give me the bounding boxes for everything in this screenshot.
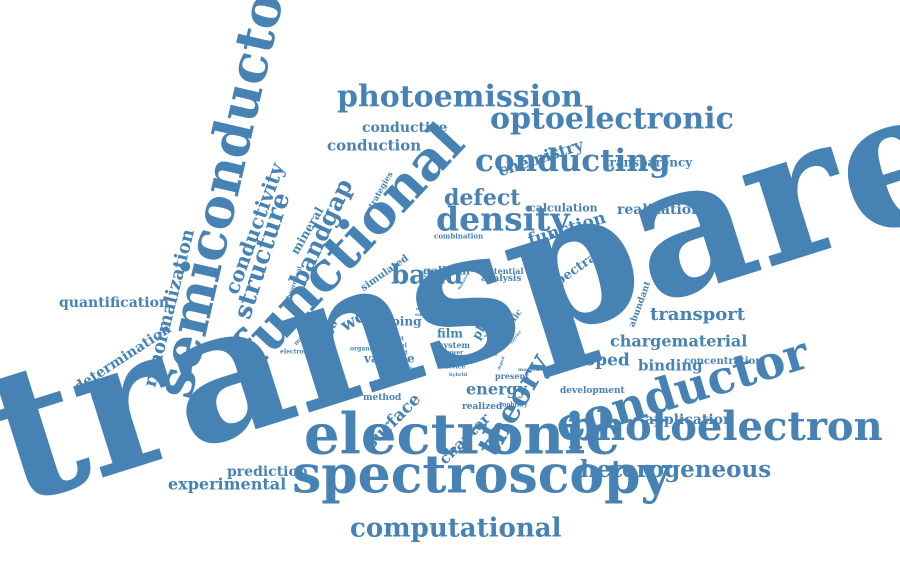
word-mobility: mobility — [500, 401, 528, 409]
word-energy: energy — [466, 379, 527, 399]
word-result: result — [388, 349, 408, 357]
word-electronic: electronic — [304, 401, 620, 468]
word-present: present — [495, 370, 530, 381]
word-reveal: reveal — [398, 372, 416, 379]
word-insight: insight — [441, 355, 473, 366]
word-core: core — [488, 351, 498, 357]
word-application: application — [645, 412, 734, 429]
word-chargematerial: chargematerial — [610, 331, 748, 351]
word-type: type — [442, 322, 454, 329]
word-organic: organic — [350, 345, 376, 353]
word-computational: computational — [350, 513, 562, 544]
word-heterogeneous: heterogeneous — [580, 456, 772, 484]
word-superior: superior — [327, 389, 356, 397]
word-calculation: calculation — [529, 201, 598, 215]
word-potential: potential — [483, 265, 524, 276]
word-binding: binding — [638, 356, 703, 375]
word-conductive: conductive — [362, 120, 448, 137]
word-visible: visible — [488, 343, 503, 349]
word-system: system — [439, 339, 470, 350]
word-realized: realized — [462, 401, 503, 412]
word-spectroscopy: spectroscopy — [292, 444, 671, 506]
word-photoelectron: photoelectron — [568, 402, 883, 450]
word-transport: transport — [650, 303, 746, 325]
word-oxide: oxide — [484, 332, 496, 338]
word-transparency: transparency — [604, 155, 693, 170]
word-band: band — [391, 260, 464, 291]
word-doping: doping — [375, 314, 422, 329]
word-earth: earth — [415, 312, 430, 319]
word-device: device — [444, 363, 466, 371]
word-development: development — [560, 385, 625, 396]
word-defect: defect — [444, 184, 521, 211]
word-doped: doped — [572, 350, 630, 371]
word-conducting: conducting — [475, 142, 671, 179]
word-direct: direct — [384, 335, 404, 343]
word-electrode: electrode — [280, 348, 312, 356]
word-combination: combination — [434, 231, 484, 241]
word-prediction: prediction — [227, 464, 309, 481]
word-novel: novel — [389, 342, 407, 350]
word-experimental: experimental — [168, 474, 287, 494]
word-power: power — [443, 349, 464, 357]
word-optoelectronic: optoelectronic — [490, 101, 734, 137]
word-valence: valence — [364, 351, 415, 366]
word-method: method — [363, 392, 402, 403]
word-realization: realization — [617, 202, 702, 219]
word-conduction: conduction — [327, 136, 422, 155]
word-density: density — [436, 199, 570, 239]
word-concentration: concentration — [684, 356, 763, 368]
word-quantification: quantification — [59, 295, 170, 312]
word-modern: modern — [518, 367, 540, 374]
word-photoemission: photoemission — [337, 79, 583, 115]
word-single: single — [398, 366, 415, 373]
word-hybrid: hybrid — [449, 372, 468, 379]
word-mass: mass — [416, 305, 428, 311]
word-film: film — [437, 326, 463, 341]
word-analysis: analysis — [481, 273, 522, 284]
word-gallium: gallium — [423, 264, 470, 278]
